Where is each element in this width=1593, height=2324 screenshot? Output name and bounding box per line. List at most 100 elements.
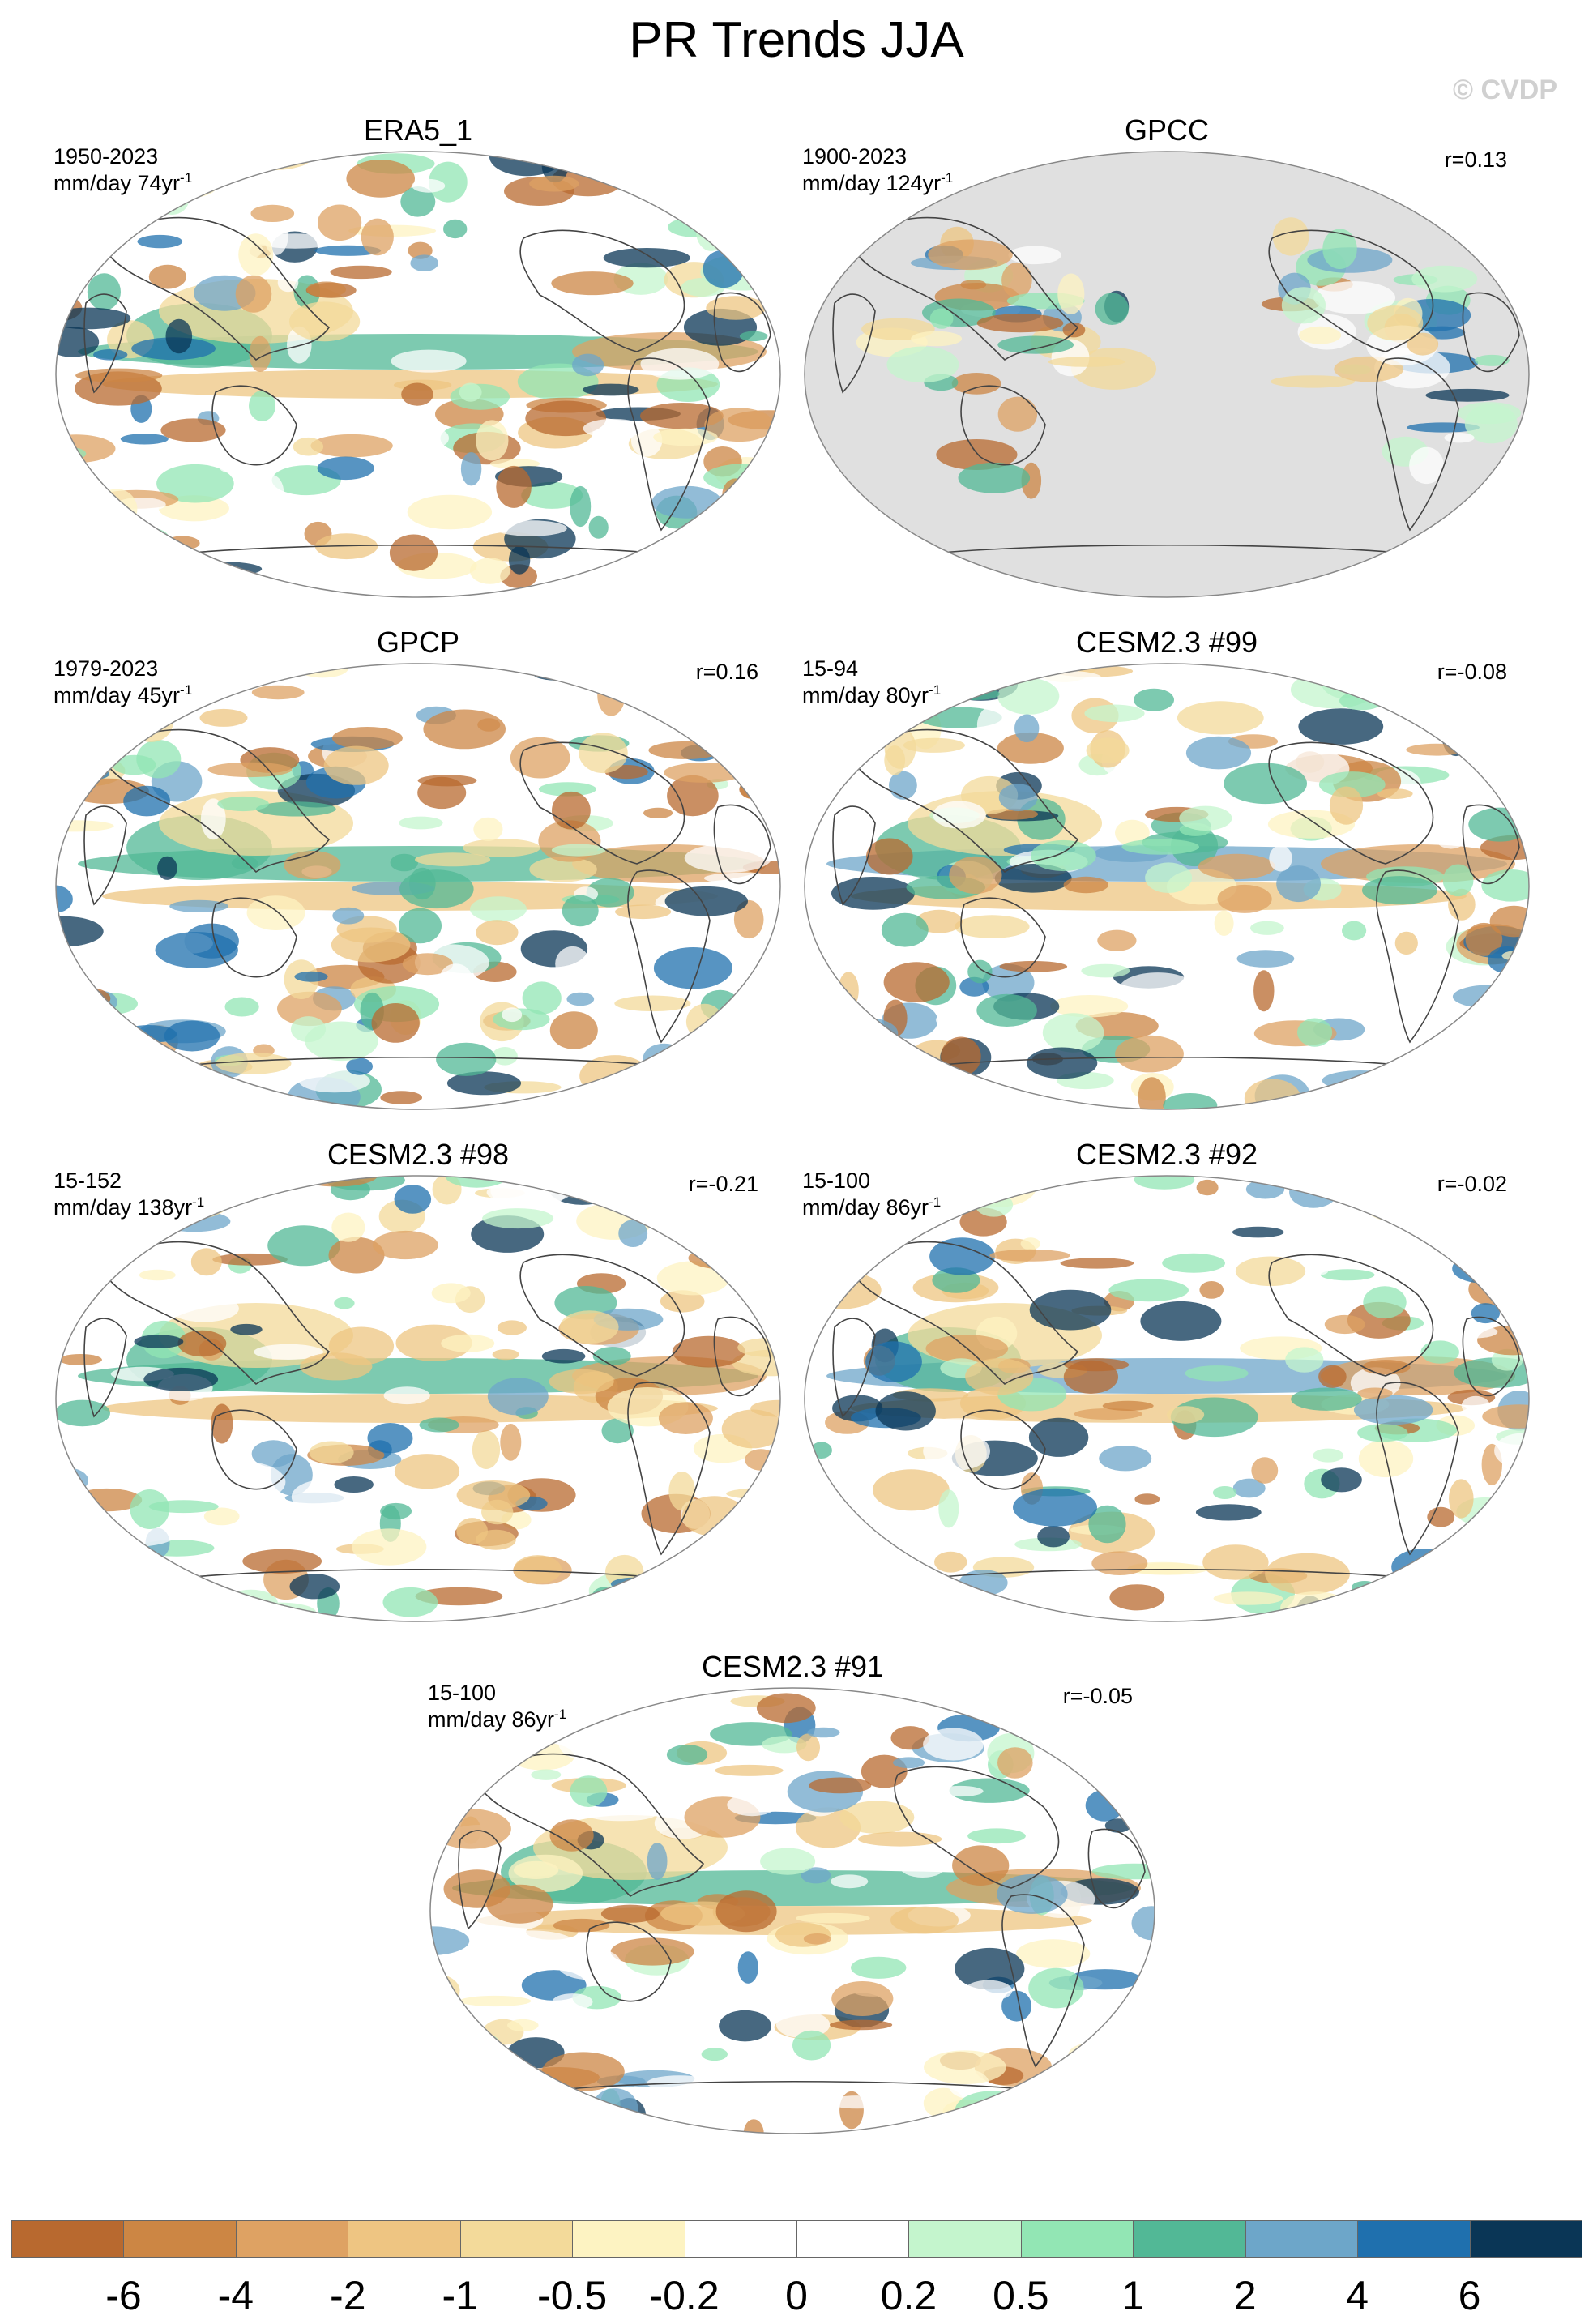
trend-blob — [497, 1718, 523, 1745]
cvdp-watermark: © CVDP — [1453, 75, 1557, 105]
world-map — [55, 1175, 781, 1622]
map-border — [804, 663, 1530, 1110]
trend-blob — [672, 1335, 745, 1368]
panel-period: 15-94 — [802, 656, 859, 681]
trend-blob — [684, 844, 772, 873]
coastline — [1376, 869, 1459, 1044]
trend-blob — [408, 241, 433, 259]
trend-blob — [101, 152, 139, 194]
trend-blob — [1377, 1058, 1452, 1075]
trend-blob — [1064, 1358, 1130, 1372]
map-border — [804, 1175, 1530, 1622]
trend-blob — [1476, 1525, 1510, 1537]
trend-blob — [551, 844, 606, 857]
coastline — [83, 293, 127, 394]
trend-blob — [473, 817, 503, 841]
trend-blob — [997, 396, 1038, 432]
trend-blob — [760, 1848, 816, 1875]
trend-blob — [391, 349, 467, 373]
coastline — [1376, 357, 1459, 532]
trend-blob — [740, 563, 780, 597]
trend-blob — [496, 465, 532, 508]
coastline — [849, 728, 1079, 874]
colorbar-box — [123, 2220, 237, 2258]
trend-blob — [56, 182, 84, 201]
trend-blob — [1099, 1446, 1152, 1472]
trend-blob — [552, 1993, 593, 2010]
trend-blob — [597, 675, 626, 716]
trend-blob — [706, 296, 766, 320]
trend-blob — [73, 1019, 128, 1046]
trend-blob — [541, 2052, 625, 2091]
trend-blob — [664, 549, 742, 579]
trend-blob — [603, 248, 690, 268]
trend-blob — [929, 308, 954, 329]
panel-period: 15-100 — [428, 1681, 497, 1705]
trend-blob — [648, 741, 723, 759]
trend-blob — [470, 558, 510, 584]
trend-blob — [1281, 287, 1326, 324]
trend-blob — [1162, 1253, 1225, 1273]
trend-blob — [1427, 1506, 1455, 1527]
trend-blob — [463, 839, 540, 857]
trend-blob — [733, 899, 764, 939]
map-panel: GPCP 1979-2023 mm/day 45yr-1 r=0.16 — [53, 626, 783, 1112]
trend-blob — [568, 2102, 604, 2125]
trend-blob — [1167, 1406, 1205, 1424]
trend-blob — [999, 961, 1068, 972]
trend-blob — [137, 234, 183, 249]
trend-blob — [737, 1338, 780, 1357]
trend-blob — [1084, 704, 1145, 723]
trend-blob — [492, 1349, 519, 1361]
trend-blob — [667, 775, 719, 817]
trend-blob — [1121, 839, 1199, 855]
trend-blob — [423, 709, 506, 750]
trend-blob — [1440, 1189, 1505, 1201]
trend-blob — [157, 173, 217, 199]
trend-blob — [1085, 1789, 1124, 1822]
trend-blob — [389, 534, 438, 571]
trend-blob — [1091, 1551, 1148, 1575]
coastline — [832, 1318, 876, 1418]
trend-blob — [928, 239, 1013, 271]
trend-blob — [1013, 1488, 1097, 1527]
trend-blob — [1265, 1553, 1350, 1595]
trend-blob — [1028, 1715, 1092, 1748]
map-panel: GPCC 1900-2023 mm/day 124yr-1 r=0.13 — [802, 113, 1531, 600]
trend-blob — [148, 1177, 233, 1220]
trend-blob — [1101, 2062, 1127, 2105]
colorbar-tick-label: -0.2 — [649, 2273, 720, 2318]
trend-blob — [873, 1469, 950, 1511]
trend-blob — [1457, 402, 1522, 425]
trend-blob — [967, 959, 993, 984]
panel-correlation: r=0.13 — [1444, 147, 1507, 172]
coastline — [1462, 1316, 1520, 1397]
trend-blob — [679, 553, 716, 588]
world-map — [804, 663, 1530, 1110]
trend-blob — [56, 1262, 107, 1273]
trend-blob — [805, 1254, 859, 1267]
trend-blob — [551, 271, 634, 296]
trend-blob — [1407, 422, 1480, 433]
trend-blob — [330, 265, 392, 280]
trend-blob — [583, 418, 644, 438]
panel-units: mm/day 124yr-1 — [802, 170, 953, 196]
trend-blob — [1076, 1754, 1155, 1765]
trend-blob — [64, 1004, 119, 1040]
trend-blob — [1081, 963, 1130, 978]
trend-blob — [1481, 664, 1529, 683]
trend-blob — [429, 429, 449, 446]
trend-blob — [866, 838, 913, 875]
trend-blob — [1272, 217, 1309, 256]
trend-blob — [1095, 293, 1129, 325]
trend-blob — [331, 927, 411, 963]
trend-blob — [470, 896, 527, 922]
trend-blob — [714, 708, 738, 728]
coastline — [1268, 1254, 1434, 1377]
trend-blob — [1465, 922, 1503, 956]
trend-blob — [459, 382, 482, 402]
trend-blob — [56, 986, 111, 1010]
coastline — [894, 1766, 1060, 1889]
trend-blob — [1468, 807, 1529, 842]
trend-blob — [651, 485, 722, 519]
